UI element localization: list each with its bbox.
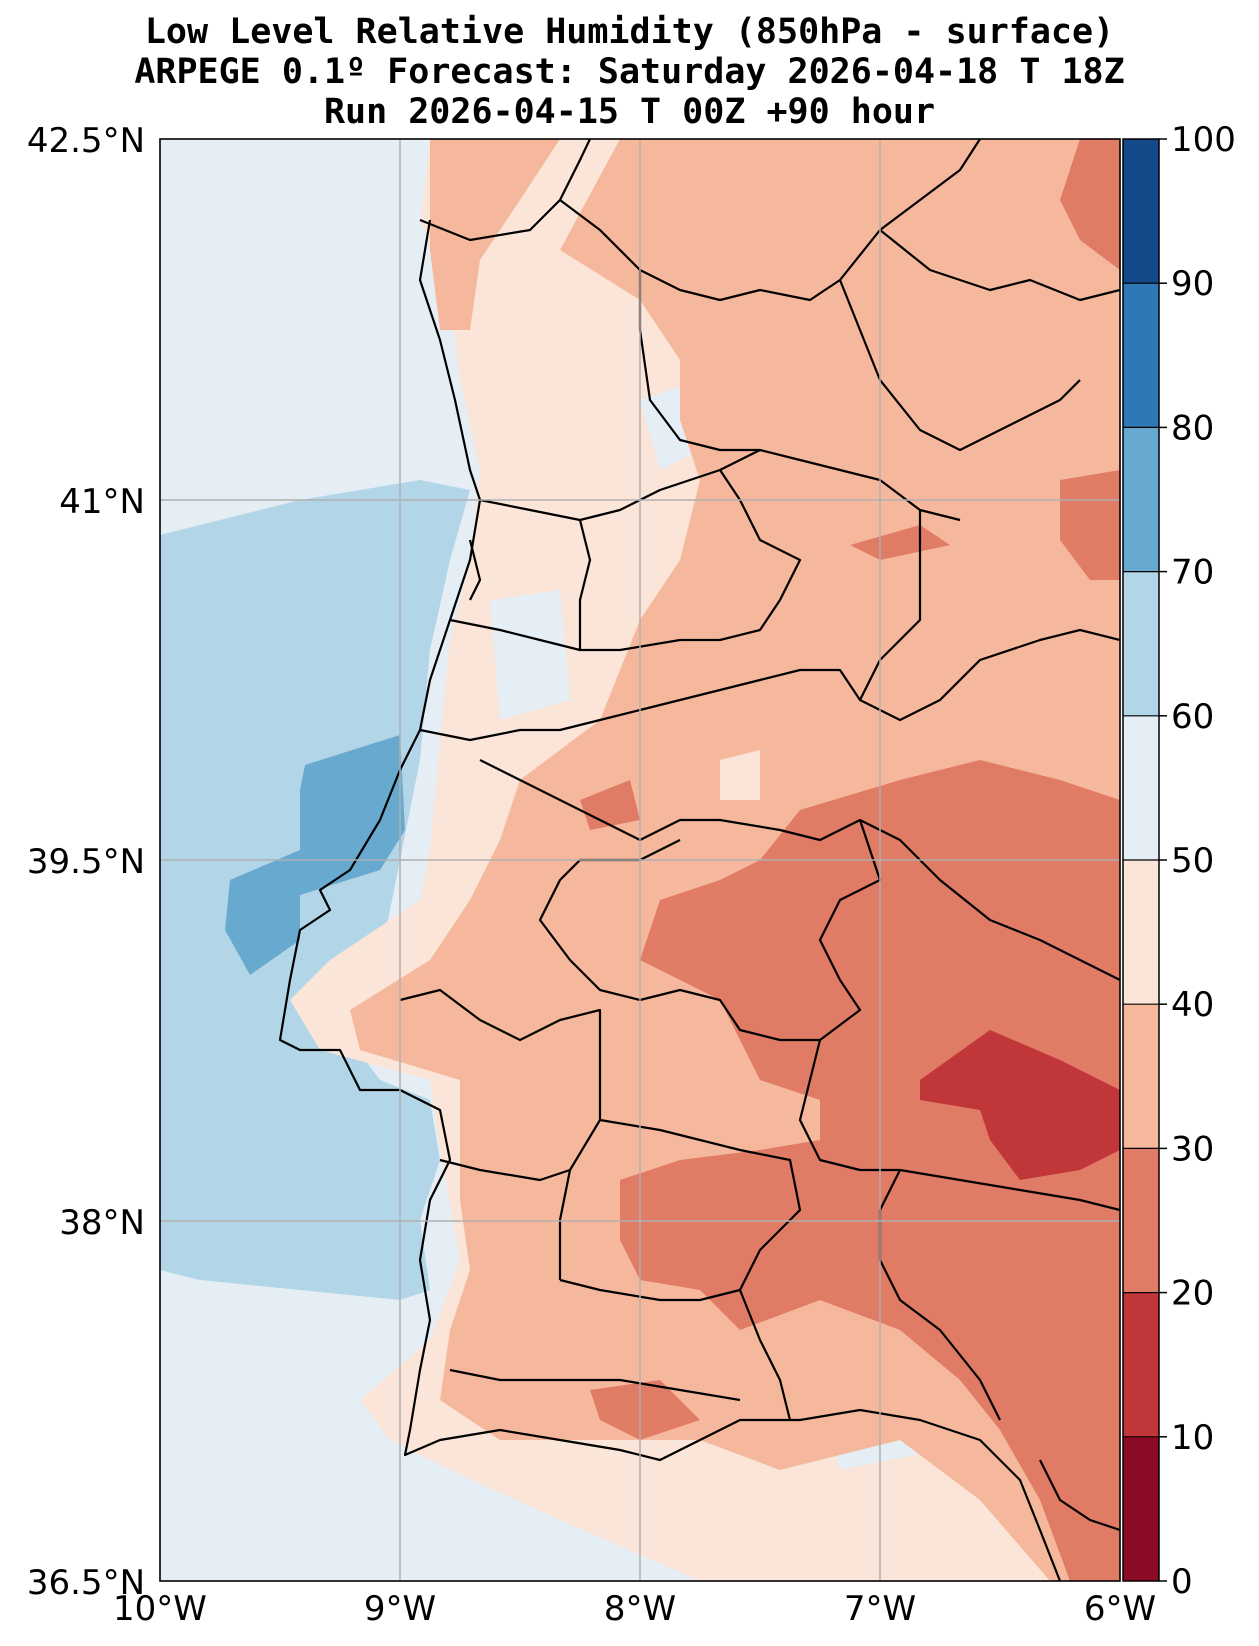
field-land-10-20	[920, 1030, 1120, 1180]
colorbar-segment	[1123, 283, 1159, 428]
colorbar-segment	[1123, 139, 1159, 284]
colorbar-segment	[1123, 1436, 1159, 1582]
colorbar-tick-label: 10	[1171, 1418, 1214, 1458]
colorbar-tick-label: 50	[1171, 841, 1214, 881]
border-central-3	[449, 469, 802, 652]
field-ocean-70-80	[225, 735, 405, 975]
border-south-3	[538, 839, 681, 961]
colorbar-segment	[1123, 427, 1159, 573]
colorbar-segment	[1123, 1004, 1159, 1149]
colorbar-segment	[1123, 1148, 1159, 1294]
boundaries	[278, 139, 1120, 1581]
field-20-30-ne	[1060, 139, 1120, 270]
lat-tick-labels: 42.5°N 41°N 39.5°N 38°N 36.5°N	[27, 121, 145, 1603]
border-north-river	[419, 139, 591, 242]
lon-tick-8w: 8°W	[604, 1589, 676, 1629]
lon-tick-labels: 10°W 9°W 8°W 7°W 6°W	[113, 1589, 1156, 1629]
colorbar-segment	[1123, 860, 1159, 1005]
map-frame	[159, 138, 1121, 1582]
lon-tick-7w: 7°W	[844, 1589, 916, 1629]
colorbar-tick-label: 80	[1171, 408, 1214, 448]
border-south-1	[479, 759, 1120, 981]
field-patch-40-50-a	[720, 750, 760, 800]
lon-tick-6w: 6°W	[1084, 1589, 1156, 1629]
border-south-9	[559, 1278, 741, 1302]
title-line-3: Run 2026-04-15 T 00Z +90 hour	[323, 92, 936, 132]
border-east-1	[858, 510, 1120, 722]
border-central-4	[419, 668, 861, 742]
border-south-7	[439, 1158, 571, 1182]
colorbar-tick-label: 90	[1171, 264, 1214, 304]
lat-tick-42-5: 42.5°N	[27, 121, 145, 161]
lat-tick-38: 38°N	[59, 1203, 145, 1243]
lat-tick-36-5: 36.5°N	[27, 1563, 145, 1603]
border-ne	[838, 279, 1081, 452]
border-south-2	[569, 819, 882, 1042]
border-central-1	[479, 448, 961, 522]
lon-tick-10w: 10°W	[113, 1589, 207, 1629]
field-20-30-n-strip	[850, 525, 950, 560]
border-south-6	[599, 1118, 802, 1421]
colorbar-segment	[1123, 715, 1159, 861]
border-ne-2	[879, 229, 1120, 302]
colorbar-tick-label: 30	[1171, 1129, 1214, 1169]
colorbar: 0 10 20 30 40 50 60 70 80 90 100	[1122, 120, 1236, 1602]
coastline	[278, 219, 1062, 1581]
border-south-4	[399, 988, 602, 1280]
border-algarve	[449, 1368, 741, 1402]
gridlines	[160, 139, 1120, 1581]
colorbar-tick-label: 100	[1171, 120, 1236, 160]
title-line-2: ARPEGE 0.1º Forecast: Saturday 2026-04-1…	[134, 52, 1125, 92]
field-20-30-e	[1060, 470, 1120, 580]
field-land-30-40-north	[430, 139, 560, 330]
colorbar-segment	[1123, 571, 1159, 717]
field-patch-50-60-b	[490, 590, 570, 720]
field-20-30-south	[590, 1380, 700, 1440]
lat-tick-41: 41°N	[59, 482, 145, 522]
estuary-aveiro	[468, 539, 482, 601]
lon-tick-9w: 9°W	[364, 1589, 436, 1629]
colorbar-tick-label: 60	[1171, 697, 1214, 737]
lat-tick-39-5: 39.5°N	[27, 842, 145, 882]
colorbar-segment	[1123, 1292, 1159, 1438]
colorbar-tick-label: 40	[1171, 985, 1214, 1025]
title-line-1: Low Level Relative Humidity (850hPa - su…	[144, 12, 1115, 52]
border-north	[559, 139, 981, 302]
colorbar-tick-label: 20	[1171, 1274, 1214, 1314]
colorbar-tick-label: 0	[1171, 1562, 1193, 1602]
border-se	[1039, 1459, 1120, 1532]
colorbar-tick-label: 70	[1171, 553, 1214, 593]
border-central-5	[578, 519, 592, 650]
